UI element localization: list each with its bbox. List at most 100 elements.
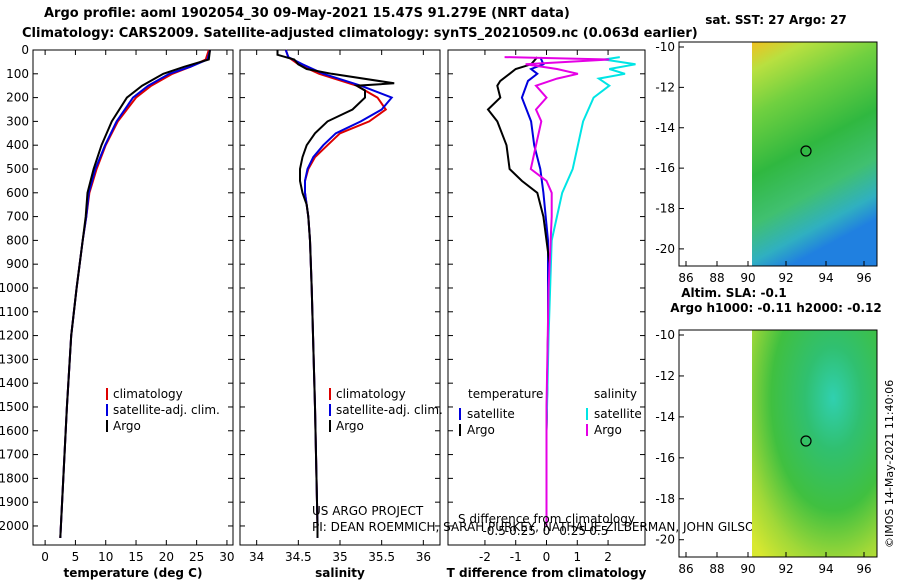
title-line-2: Climatology: CARS2009. Satellite-adjuste… <box>22 26 698 41</box>
lon-tick-label: 94 <box>818 271 833 285</box>
sla-map-frame <box>678 329 878 558</box>
series-line-argo <box>59 49 211 538</box>
sal-tick-label: 0.5 <box>589 524 608 538</box>
x-tick-label: 25 <box>189 550 204 564</box>
x-tick-label: 35.5 <box>368 550 395 564</box>
y-tick-label: 1200 <box>0 329 29 343</box>
y-tick-label: 1000 <box>0 281 29 295</box>
legend-label: Argo <box>467 423 495 437</box>
x-tick-label: 34 <box>249 550 264 564</box>
lat-tick-label: -16 <box>655 451 675 465</box>
x-tick-label: 2 <box>604 550 612 564</box>
sst-map-frame <box>678 41 878 267</box>
x-tick-label: 0 <box>41 550 49 564</box>
y-tick-label: 100 <box>6 67 29 81</box>
y-tick-label: 1600 <box>0 424 29 438</box>
series-line-s-satellite <box>545 56 636 526</box>
y-tick-label: 300 <box>6 114 29 128</box>
y-tick-label: 800 <box>6 233 29 247</box>
lon-tick-label: 90 <box>740 562 755 576</box>
watermark: ©IMOS 14-May-2021 11:40:06 <box>883 380 896 548</box>
x-tick-label: 10 <box>98 550 113 564</box>
x-axis-label: salinity <box>315 566 365 580</box>
legend-label: satellite-adj. clim. <box>113 403 220 417</box>
sal-tick-label: 0 <box>543 524 551 538</box>
lon-tick-label: 90 <box>740 271 755 285</box>
x-tick-label: 15 <box>128 550 143 564</box>
lat-tick-label: -18 <box>655 202 675 216</box>
lon-tick-label: 92 <box>778 562 793 576</box>
y-tick-label: 1700 <box>0 448 29 462</box>
y-tick-label: 0 <box>21 43 29 57</box>
sla-map-field <box>752 330 877 557</box>
lat-tick-label: -20 <box>655 242 675 256</box>
x-tick-label: 36 <box>416 550 431 564</box>
y-tick-label: 1100 <box>0 305 29 319</box>
legend-label: satellite-adj. clim. <box>336 403 443 417</box>
legend-label: Argo <box>336 419 364 433</box>
profile-location-marker <box>800 435 812 447</box>
lat-tick-label: -16 <box>655 161 675 175</box>
x-axis-label: T difference from climatology <box>447 566 647 580</box>
lat-tick-label: -14 <box>655 121 675 135</box>
series-line-climatology <box>59 49 210 538</box>
y-tick-label: 1300 <box>0 352 29 366</box>
lon-tick-label: 94 <box>818 562 833 576</box>
x-tick-label: 1 <box>573 550 581 564</box>
legend-label: Argo <box>113 419 141 433</box>
lon-tick-label: 88 <box>709 271 724 285</box>
x-tick-label: 20 <box>159 550 174 564</box>
x-tick-label: 35 <box>332 550 347 564</box>
map-title-heights: Argo h1000: -0.11 h2000: -0.12 <box>670 301 881 315</box>
lon-tick-label: 92 <box>778 271 793 285</box>
lat-tick-label: -14 <box>655 410 675 424</box>
series-line-s-argo <box>504 56 610 526</box>
series-line-satellite-adj.-clim. <box>59 49 211 538</box>
series-line-argo <box>276 50 395 538</box>
lat-tick-label: -12 <box>655 80 675 94</box>
y-tick-label: 2000 <box>0 519 29 533</box>
x-tick-label: -2 <box>479 550 491 564</box>
y-tick-label: 500 <box>6 162 29 176</box>
x-tick-label: 34.5 <box>285 550 312 564</box>
x-axis-label: temperature (deg C) <box>64 566 203 580</box>
legend-label: climatology <box>336 387 406 401</box>
legend-title-temperature: temperature <box>468 387 543 401</box>
x-tick-label: 0 <box>543 550 551 564</box>
lat-tick-label: -10 <box>655 40 675 54</box>
series-line-t-satellite <box>520 56 549 526</box>
panel-frame-2 <box>239 49 441 546</box>
lat-tick-label: -12 <box>655 369 675 383</box>
legend-label: Argo <box>594 423 622 437</box>
y-tick-label: 1500 <box>0 400 29 414</box>
x-tick-label: 5 <box>72 550 80 564</box>
y-tick-label: 600 <box>6 186 29 200</box>
y-tick-label: 1400 <box>0 376 29 390</box>
title-line-1: Argo profile: aoml 1902054_30 09-May-202… <box>44 6 570 21</box>
legend-title-salinity: salinity <box>594 387 637 401</box>
y-tick-label: 400 <box>6 138 29 152</box>
profile-location-marker <box>800 145 812 157</box>
sal-tick-label: 0.25 <box>559 524 586 538</box>
y-tick-label: 1800 <box>0 471 29 485</box>
credit-project: US ARGO PROJECT <box>312 504 424 518</box>
sst-map-field <box>752 42 877 266</box>
lon-tick-label: 96 <box>856 271 871 285</box>
lon-tick-label: 88 <box>709 562 724 576</box>
y-tick-label: 200 <box>6 91 29 105</box>
sal-tick-label: -0.5 <box>482 524 505 538</box>
lat-tick-label: -20 <box>655 533 675 547</box>
map-title-sst: sat. SST: 27 Argo: 27 <box>705 13 847 27</box>
top-axis-label: S difference from climatology <box>458 512 635 526</box>
lon-tick-label: 96 <box>856 562 871 576</box>
lat-tick-label: -18 <box>655 492 675 506</box>
panel-frame-1 <box>32 49 234 546</box>
lon-tick-label: 86 <box>678 562 693 576</box>
credit-pi: PI: DEAN ROEMMICH, SARAH PURKEY, NATHALI… <box>312 520 763 534</box>
x-tick-label: -1 <box>510 550 522 564</box>
map-title-sla: Altim. SLA: -0.1 <box>681 286 787 300</box>
legend-label: satellite <box>594 407 642 421</box>
series-line-climatology <box>284 49 388 538</box>
y-tick-label: 1900 <box>0 495 29 509</box>
